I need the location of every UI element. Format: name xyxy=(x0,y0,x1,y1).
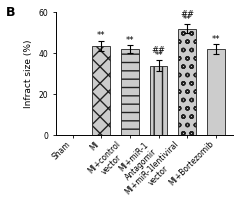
Text: **: ** xyxy=(183,15,191,24)
Text: **: ** xyxy=(212,35,220,43)
Text: ##: ## xyxy=(180,10,194,19)
Text: **: ** xyxy=(154,51,163,60)
Bar xyxy=(178,28,196,135)
Text: **: ** xyxy=(97,31,105,41)
Text: B: B xyxy=(6,6,15,19)
Bar xyxy=(207,49,225,135)
Text: **: ** xyxy=(126,36,134,45)
Bar xyxy=(92,46,110,135)
Bar xyxy=(121,49,139,135)
Y-axis label: Infract size (%): Infract size (%) xyxy=(24,40,33,108)
Bar xyxy=(150,66,167,135)
Text: ##: ## xyxy=(151,46,166,55)
